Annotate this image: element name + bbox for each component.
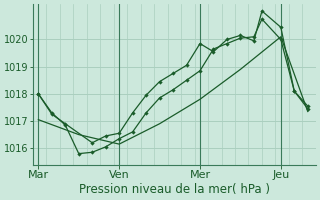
X-axis label: Pression niveau de la mer( hPa ): Pression niveau de la mer( hPa ) [79,183,270,196]
